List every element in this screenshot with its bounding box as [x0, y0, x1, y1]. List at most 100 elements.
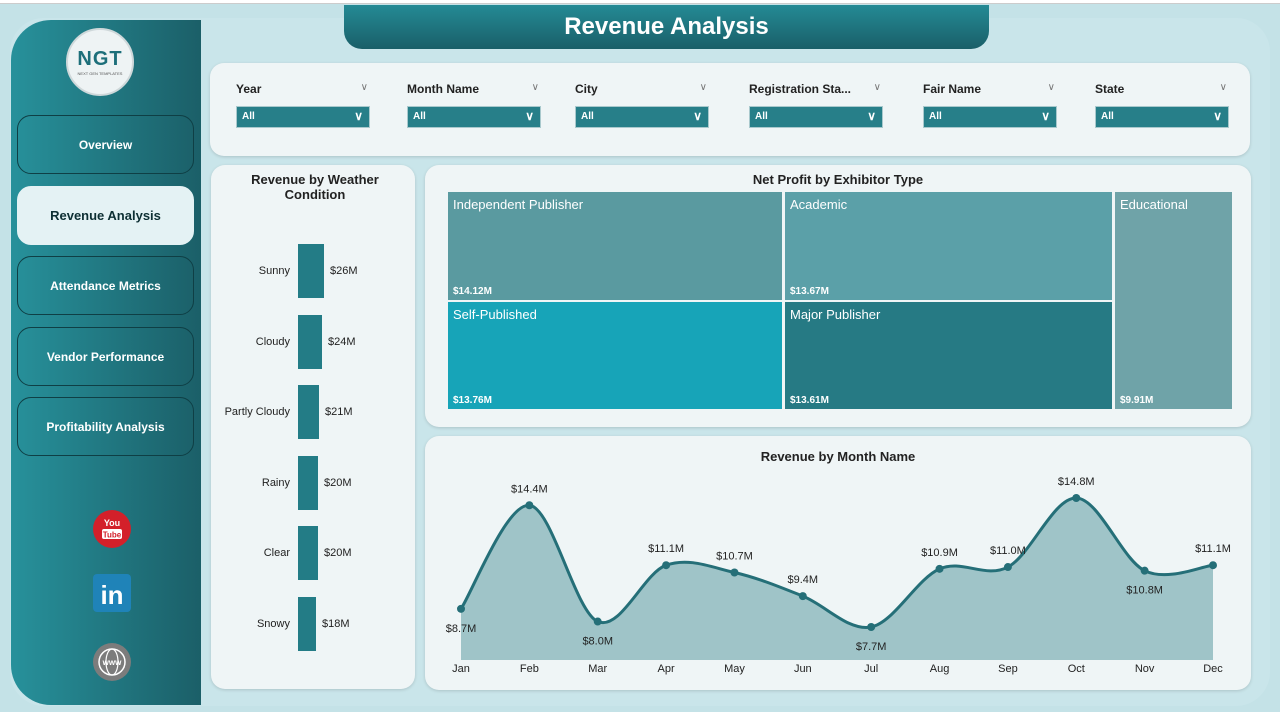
- nav-overview[interactable]: Overview: [17, 115, 194, 174]
- filter-label: Fair Name: [923, 82, 982, 96]
- filter-dropdown[interactable]: All ∨: [407, 106, 541, 128]
- treemap-cell[interactable]: Major Publisher $13.61M: [785, 302, 1112, 409]
- chevron-down-icon: ∨: [867, 109, 876, 123]
- nav-attendance-metrics[interactable]: Attendance Metrics: [17, 256, 194, 315]
- logo-subtext: NEXT GEN TEMPLATES: [77, 71, 123, 76]
- x-tick-label: Dec: [1203, 663, 1223, 675]
- bar-category-label: Clear: [263, 547, 290, 559]
- data-point[interactable]: [1140, 566, 1149, 575]
- data-point[interactable]: [1003, 563, 1012, 572]
- filter-label: City: [575, 82, 598, 96]
- data-point[interactable]: [1209, 561, 1217, 570]
- data-point[interactable]: [593, 617, 602, 626]
- svg-text:in: in: [100, 580, 123, 610]
- data-label: $9.4M: [788, 574, 819, 586]
- x-tick-label: Aug: [930, 663, 950, 675]
- filter-month-name: Month Name ∨ All ∨: [407, 82, 541, 128]
- data-point[interactable]: [662, 561, 671, 570]
- dropdown-value: All: [1101, 111, 1114, 122]
- treemap-cell-value: $14.12M: [453, 286, 492, 297]
- treemap-cell-name: Major Publisher: [790, 307, 881, 322]
- chevron-down-icon: ∨: [693, 109, 702, 123]
- bar[interactable]: [298, 455, 318, 510]
- filter-registration-sta-: Registration Sta... ∨ All ∨: [749, 82, 883, 128]
- treemap-cell-name: Academic: [790, 197, 848, 212]
- bar[interactable]: [298, 385, 319, 439]
- filter-dropdown[interactable]: All ∨: [923, 106, 1057, 128]
- filter-state: State ∨ All ∨: [1095, 82, 1229, 128]
- bar[interactable]: [298, 596, 316, 651]
- x-tick-label: Jun: [794, 663, 812, 675]
- svg-text:www: www: [102, 658, 122, 667]
- chevron-down-icon[interactable]: ∨: [699, 82, 707, 93]
- filter-label: Year: [236, 82, 262, 96]
- x-tick-label: May: [724, 663, 745, 675]
- area-fill: [461, 497, 1213, 660]
- filter-dropdown[interactable]: All ∨: [236, 106, 370, 128]
- chevron-down-icon[interactable]: ∨: [1047, 82, 1055, 93]
- data-label: $11.0M: [990, 545, 1026, 557]
- treemap-cell-value: $13.76M: [453, 395, 492, 406]
- nav-profitability-analysis[interactable]: Profitability Analysis: [17, 397, 194, 456]
- data-label: $11.1M: [1195, 543, 1231, 555]
- treemap-cell[interactable]: Educational $9.91M: [1115, 192, 1232, 409]
- data-point[interactable]: [867, 623, 876, 631]
- page-title: Revenue Analysis: [344, 5, 989, 49]
- linkedin-icon[interactable]: in: [92, 573, 132, 613]
- treemap-cell-name: Self-Published: [453, 307, 537, 322]
- data-point[interactable]: [730, 568, 739, 577]
- bar-category-label: Partly Cloudy: [224, 406, 290, 418]
- treemap-cell-name: Independent Publisher: [453, 197, 584, 212]
- chevron-down-icon[interactable]: ∨: [1219, 82, 1227, 93]
- x-tick-label: Jan: [452, 663, 470, 675]
- chevron-down-icon: ∨: [1041, 109, 1050, 123]
- bar-category-label: Sunny: [258, 265, 290, 277]
- chevron-down-icon: ∨: [525, 109, 534, 123]
- treemap-cell[interactable]: Self-Published $13.76M: [448, 302, 782, 409]
- filter-dropdown[interactable]: All ∨: [749, 106, 883, 128]
- logo-text: NGT: [77, 48, 123, 70]
- treemap-cell-value: $13.61M: [790, 395, 829, 406]
- chevron-down-icon: ∨: [354, 109, 363, 123]
- data-point[interactable]: [457, 604, 465, 613]
- data-point[interactable]: [935, 564, 944, 573]
- chevron-down-icon[interactable]: ∨: [873, 82, 881, 93]
- bar[interactable]: [298, 314, 322, 369]
- treemap-title: Net Profit by Exhibitor Type: [752, 172, 924, 187]
- filter-fair-name: Fair Name ∨ All ∨: [923, 82, 1057, 128]
- globe-icon[interactable]: www: [92, 642, 132, 682]
- filter-dropdown[interactable]: All ∨: [575, 106, 709, 128]
- treemap-cell-name: Educational: [1120, 197, 1188, 212]
- bar-category-label: Cloudy: [255, 335, 290, 348]
- bar-value-label: $18M: [322, 617, 350, 630]
- data-point[interactable]: [798, 592, 807, 601]
- treemap-cell[interactable]: Independent Publisher $14.12M: [448, 192, 782, 300]
- chevron-down-icon[interactable]: ∨: [531, 82, 539, 93]
- weather-chart-title: Revenue by Weather Condition: [251, 172, 379, 202]
- nav-revenue-analysis[interactable]: Revenue Analysis: [17, 186, 194, 245]
- svg-text:Tube: Tube: [103, 531, 122, 540]
- treemap-cell[interactable]: Academic $13.67M: [785, 192, 1112, 300]
- filter-label: Month Name: [407, 82, 479, 96]
- data-label: $14.8M: [1058, 476, 1095, 488]
- data-label: $10.7M: [716, 550, 753, 562]
- chevron-down-icon: ∨: [1213, 109, 1222, 123]
- dropdown-value: All: [581, 111, 594, 122]
- bar-value-label: $24M: [328, 335, 356, 348]
- chevron-down-icon[interactable]: ∨: [360, 82, 368, 93]
- filter-dropdown[interactable]: All ∨: [1095, 106, 1229, 128]
- data-label: $14.4M: [511, 483, 548, 495]
- bar[interactable]: [298, 526, 318, 580]
- filter-label: Registration Sta...: [749, 82, 852, 96]
- bar[interactable]: [298, 244, 324, 298]
- svg-text:You: You: [104, 518, 120, 528]
- nav-vendor-performance[interactable]: Vendor Performance: [17, 327, 194, 386]
- dropdown-value: All: [413, 111, 426, 122]
- x-tick-label: Mar: [588, 663, 607, 675]
- x-tick-label: Jul: [864, 663, 878, 675]
- youtube-icon[interactable]: You Tube: [92, 509, 132, 549]
- data-point[interactable]: [525, 501, 534, 510]
- dropdown-value: All: [242, 111, 255, 122]
- x-tick-label: Apr: [658, 663, 675, 675]
- data-point[interactable]: [1072, 493, 1081, 502]
